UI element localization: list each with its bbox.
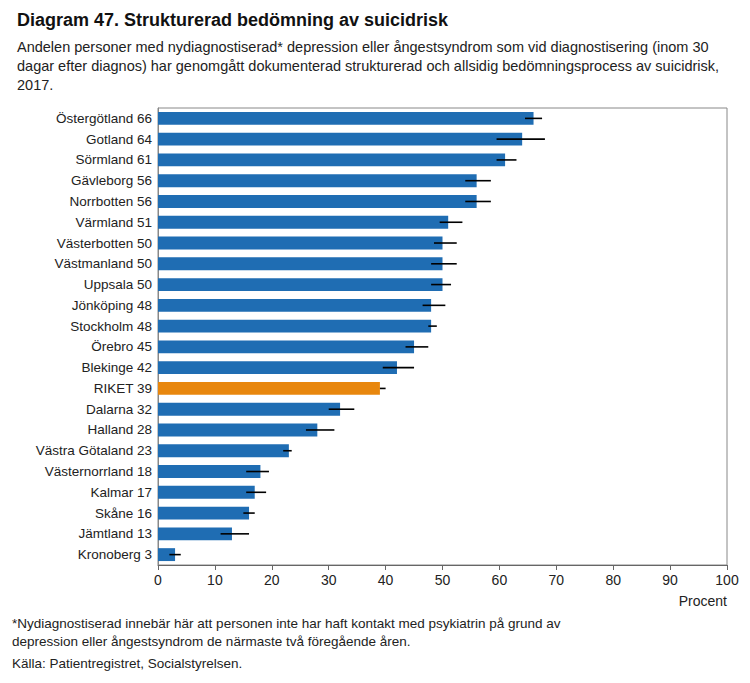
- svg-text:80: 80: [605, 572, 621, 588]
- svg-text:90: 90: [662, 572, 678, 588]
- svg-text:Stockholm 48: Stockholm 48: [70, 319, 152, 334]
- svg-text:20: 20: [264, 572, 280, 588]
- svg-text:30: 30: [321, 572, 337, 588]
- svg-text:Värmland 51: Värmland 51: [75, 215, 152, 230]
- svg-text:100: 100: [715, 572, 739, 588]
- svg-text:70: 70: [549, 572, 565, 588]
- svg-text:0: 0: [154, 572, 162, 588]
- svg-text:Västra Götaland 23: Västra Götaland 23: [36, 443, 152, 458]
- svg-text:depression eller ångestsyndrom: depression eller ångestsyndrom de närmas…: [12, 634, 411, 649]
- svg-text:Norrbotten 56: Norrbotten 56: [69, 194, 152, 209]
- svg-text:Blekinge 42: Blekinge 42: [81, 360, 152, 375]
- svg-text:40: 40: [378, 572, 394, 588]
- svg-text:Halland 28: Halland 28: [87, 422, 152, 437]
- svg-text:dagar efter diagnos) har genom: dagar efter diagnos) har genomgått dokum…: [17, 58, 723, 74]
- svg-text:Västernorrland 18: Västernorrland 18: [45, 464, 152, 479]
- svg-text:Jönköping 48: Jönköping 48: [72, 298, 152, 313]
- svg-text:50: 50: [435, 572, 451, 588]
- svg-text:Örebro 45: Örebro 45: [91, 339, 152, 354]
- svg-text:Skåne 16: Skåne 16: [95, 506, 152, 521]
- svg-text:Västmanland 50: Västmanland 50: [54, 256, 152, 271]
- svg-text:Gotland 64: Gotland 64: [86, 132, 153, 147]
- svg-text:*Nydiagnostiserad innebär här: *Nydiagnostiserad innebär här att person…: [12, 616, 564, 631]
- svg-text:Kronoberg 3: Kronoberg 3: [78, 547, 152, 562]
- svg-text:Sörmland 61: Sörmland 61: [75, 152, 152, 167]
- svg-text:Källa: Patientregistret, Socia: Källa: Patientregistret, Socialstyrelsen…: [12, 656, 242, 671]
- svg-text:Dalarna 32: Dalarna 32: [86, 402, 152, 417]
- svg-text:10: 10: [207, 572, 223, 588]
- svg-text:Diagram 47. Strukturerad bedöm: Diagram 47. Strukturerad bedömning av su…: [17, 10, 449, 30]
- svg-text:Kalmar 17: Kalmar 17: [90, 485, 152, 500]
- svg-text:60: 60: [492, 572, 508, 588]
- svg-text:Uppsala 50: Uppsala 50: [84, 277, 152, 292]
- svg-text:2017.: 2017.: [17, 77, 53, 93]
- svg-text:Procent: Procent: [679, 593, 727, 609]
- svg-text:Andelen personer med nydiagnos: Andelen personer med nydiagnostiserad* d…: [17, 39, 713, 55]
- svg-text:Jämtland 13: Jämtland 13: [78, 526, 152, 541]
- svg-text:Östergötland 66: Östergötland 66: [56, 111, 152, 126]
- svg-text:Västerbotten 50: Västerbotten 50: [57, 236, 152, 251]
- svg-text:Gävleborg 56: Gävleborg 56: [71, 173, 152, 188]
- svg-text:RIKET 39: RIKET 39: [94, 381, 152, 396]
